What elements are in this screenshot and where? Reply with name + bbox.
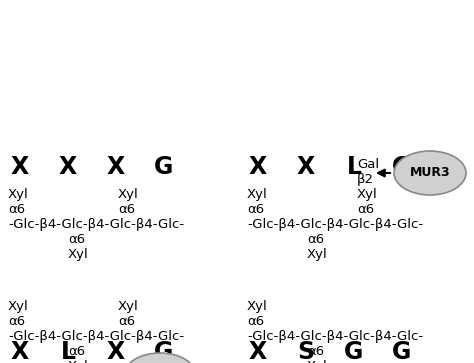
- Text: α6: α6: [68, 233, 85, 246]
- Text: X: X: [59, 155, 77, 179]
- Text: α6: α6: [8, 315, 25, 328]
- Text: α6: α6: [8, 203, 25, 216]
- Text: Xyl: Xyl: [118, 188, 139, 201]
- Text: X: X: [107, 155, 125, 179]
- Text: X: X: [249, 155, 267, 179]
- Text: X: X: [11, 155, 29, 179]
- Text: G: G: [155, 340, 173, 363]
- Text: X: X: [249, 340, 267, 363]
- Text: MUR3: MUR3: [410, 167, 450, 179]
- Text: G: G: [392, 340, 412, 363]
- Text: Xyl: Xyl: [307, 360, 328, 363]
- Text: L: L: [61, 340, 75, 363]
- Text: Xyl: Xyl: [68, 360, 89, 363]
- Text: α6: α6: [307, 345, 324, 358]
- Text: α6: α6: [307, 233, 324, 246]
- Text: G: G: [344, 340, 364, 363]
- Text: β2: β2: [357, 173, 374, 186]
- Ellipse shape: [394, 151, 466, 195]
- Text: α6: α6: [118, 203, 135, 216]
- Text: -Glc-β4-Glc-β4-Glc-β4-Glc-: -Glc-β4-Glc-β4-Glc-β4-Glc-: [8, 330, 184, 343]
- Text: α6: α6: [118, 315, 135, 328]
- Text: X: X: [107, 340, 125, 363]
- Text: Xyl: Xyl: [357, 188, 378, 201]
- Text: α6: α6: [247, 203, 264, 216]
- Text: Xyl: Xyl: [247, 300, 268, 313]
- Text: -Glc-β4-Glc-β4-Glc-β4-Glc-: -Glc-β4-Glc-β4-Glc-β4-Glc-: [8, 218, 184, 231]
- Text: Gal: Gal: [357, 158, 379, 171]
- Text: α6: α6: [68, 345, 85, 358]
- Text: G: G: [155, 155, 173, 179]
- Text: L: L: [346, 155, 362, 179]
- Text: X: X: [11, 340, 29, 363]
- Text: G: G: [392, 155, 412, 179]
- Text: Xyl: Xyl: [68, 248, 89, 261]
- Text: Xyl: Xyl: [307, 248, 328, 261]
- Text: -Glc-β4-Glc-β4-Glc-β4-Glc-: -Glc-β4-Glc-β4-Glc-β4-Glc-: [247, 330, 423, 343]
- Text: -Glc-β4-Glc-β4-Glc-β4-Glc-: -Glc-β4-Glc-β4-Glc-β4-Glc-: [247, 218, 423, 231]
- Text: Xyl: Xyl: [8, 300, 29, 313]
- Text: α6: α6: [247, 315, 264, 328]
- Text: Xyl: Xyl: [118, 300, 139, 313]
- Text: Xyl: Xyl: [8, 188, 29, 201]
- Text: Xyl: Xyl: [247, 188, 268, 201]
- Text: X: X: [297, 155, 315, 179]
- Ellipse shape: [124, 353, 196, 363]
- Text: α6: α6: [357, 203, 374, 216]
- Text: S: S: [298, 340, 315, 363]
